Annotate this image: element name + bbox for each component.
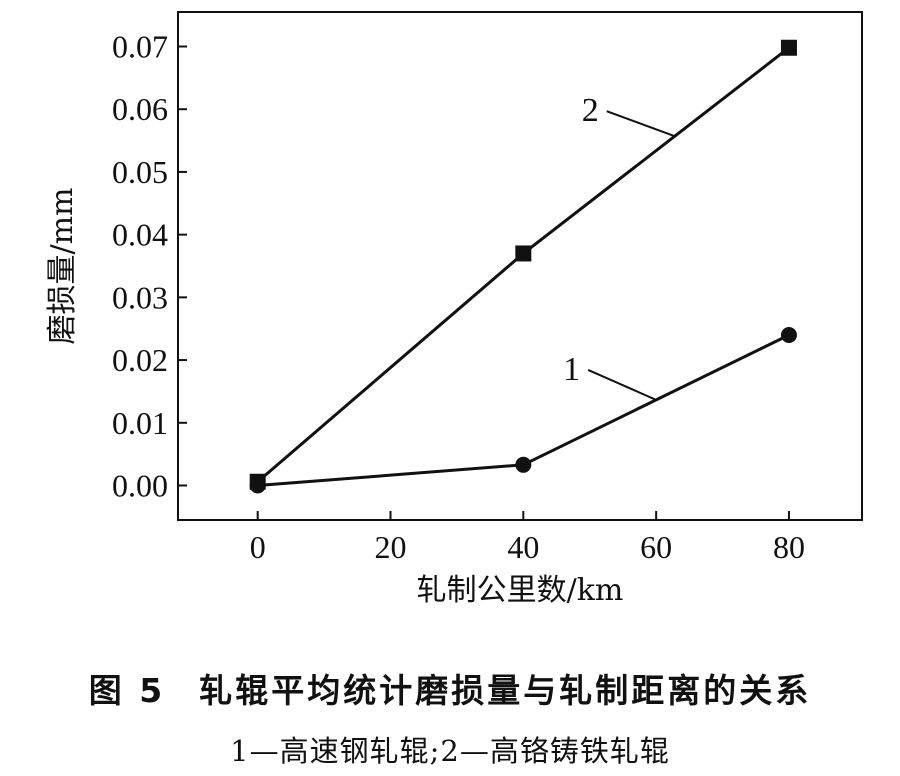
series-2-marker — [780, 39, 797, 56]
figure-title: 轧辊平均统计磨损量与轧制距离的关系 — [199, 671, 812, 710]
series-2-marker — [249, 473, 266, 490]
y-tick-label: 0.01 — [112, 405, 168, 441]
y-tick-label: 0.02 — [112, 342, 168, 378]
figure-caption: 图 5 轧辊平均统计磨损量与轧制距离的关系 — [0, 664, 900, 712]
y-tick-label: 0.00 — [112, 468, 168, 504]
series-1-leader — [587, 368, 657, 401]
x-tick-label: 60 — [640, 529, 672, 565]
y-tick-label: 0.07 — [112, 28, 168, 64]
data-markers — [249, 39, 797, 494]
figure-legend-text: 1—高速钢轧辊;2—高铬铸铁轧辊 — [230, 734, 670, 768]
y-tick-label: 0.05 — [112, 154, 168, 190]
series-lines — [256, 46, 790, 488]
series-2-leader — [606, 110, 676, 138]
series-2-line — [256, 46, 790, 483]
series-2-label: 2 — [582, 92, 599, 129]
series-1-label: 1 — [563, 351, 580, 388]
series-callouts: 12 — [563, 92, 676, 401]
x-tick-label: 20 — [375, 529, 407, 565]
figure-number: 图 5 — [88, 671, 166, 710]
y-tick-label: 0.06 — [112, 91, 168, 127]
series-1-marker — [515, 456, 532, 473]
series-2-marker — [515, 245, 532, 262]
y-axis-title: 磨损量/mm — [45, 187, 80, 344]
x-tick-label: 80 — [773, 529, 805, 565]
series-1-marker — [780, 326, 797, 343]
wear-chart: 0 20 40 60 80 0.00 0.01 0.02 0.03 0.04 0.05 0.06 0.0… — [45, 11, 863, 608]
y-tick-label: 0.04 — [112, 217, 168, 253]
x-tick-label: 0 — [250, 529, 266, 565]
axis-ticks: 0 20 40 60 80 0.00 0.01 0.02 0.03 0.04 0.05 0.06 0.0… — [112, 28, 805, 565]
x-tick-label: 40 — [507, 529, 539, 565]
x-axis-title: 轧制公里数/km — [417, 573, 624, 608]
y-tick-label: 0.03 — [112, 279, 168, 315]
plot-frame — [177, 11, 863, 521]
